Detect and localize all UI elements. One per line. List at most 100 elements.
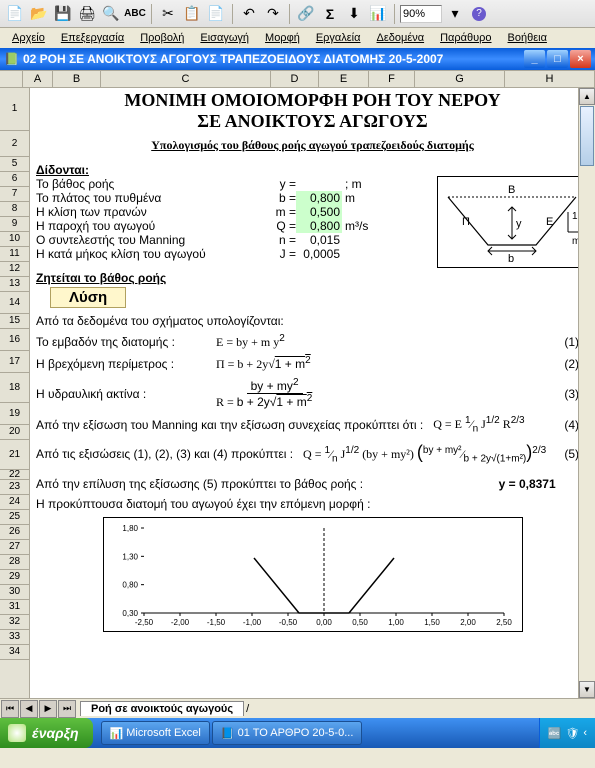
row-header[interactable]: 32 <box>0 615 29 630</box>
col-header[interactable]: A <box>23 71 53 87</box>
row-header[interactable]: 9 <box>0 217 29 232</box>
menu-help[interactable]: Βοήθεια <box>500 30 555 46</box>
link-icon[interactable]: 🔗 <box>295 3 317 25</box>
menu-window[interactable]: Παράθυρο <box>432 30 499 46</box>
help-icon[interactable]: ? <box>472 7 486 21</box>
task-excel[interactable]: 📊 Microsoft Excel <box>101 721 210 745</box>
row-header[interactable]: 7 <box>0 187 29 202</box>
undo-icon[interactable]: ↶ <box>238 3 260 25</box>
row-header[interactable]: 10 <box>0 232 29 247</box>
col-header[interactable]: G <box>415 71 505 87</box>
row-header[interactable]: 22 <box>0 470 29 480</box>
redo-icon[interactable]: ↷ <box>262 3 284 25</box>
row-header[interactable]: 34 <box>0 645 29 660</box>
svg-text:2,00: 2,00 <box>460 618 476 627</box>
calc-header: Από τα δεδομένα του σχήματος υπολογίζοντ… <box>36 314 589 328</box>
given-header: Δίδονται: <box>36 163 589 177</box>
menu-data[interactable]: Δεδομένα <box>369 30 433 46</box>
chart-icon[interactable]: 📊 <box>367 3 389 25</box>
close-button[interactable]: × <box>570 50 591 68</box>
tab-next-icon[interactable]: ▶ <box>39 700 57 718</box>
tray-lang-icon[interactable]: 🔤 <box>548 727 562 740</box>
svg-text:1,30: 1,30 <box>122 552 138 561</box>
row-header[interactable]: 2 <box>0 131 29 157</box>
open-icon[interactable]: 📂 <box>28 3 50 25</box>
sort-icon[interactable]: ⬇ <box>343 3 365 25</box>
row-header[interactable]: 15 <box>0 314 29 329</box>
row-header[interactable]: 13 <box>0 277 29 292</box>
scroll-thumb[interactable] <box>580 106 594 166</box>
paste-icon[interactable]: 📄 <box>205 3 227 25</box>
svg-text:-2,50: -2,50 <box>134 618 153 627</box>
system-tray[interactable]: 🔤 🛡 ‹ <box>539 718 595 748</box>
svg-text:1,00: 1,00 <box>388 618 404 627</box>
vertical-scrollbar[interactable]: ▲ ▼ <box>578 88 595 698</box>
row-header[interactable]: 16 <box>0 329 29 351</box>
tab-first-icon[interactable]: ⏮ <box>1 700 19 718</box>
spellcheck-icon[interactable]: ABC <box>124 3 146 25</box>
row-header[interactable]: 21 <box>0 440 29 470</box>
row-header[interactable]: 11 <box>0 247 29 262</box>
col-header[interactable]: D <box>271 71 319 87</box>
svg-text:Π: Π <box>462 216 470 228</box>
row-header[interactable]: 6 <box>0 172 29 187</box>
svg-text:B: B <box>508 184 515 196</box>
row-header[interactable]: 20 <box>0 425 29 440</box>
svg-text:1,80: 1,80 <box>122 524 138 533</box>
row-header[interactable]: 31 <box>0 600 29 615</box>
row-header[interactable]: 18 <box>0 373 29 403</box>
row-header[interactable]: 28 <box>0 555 29 570</box>
task-word[interactable]: 📘 01 ΤΟ ΑΡΘΡΟ 20-5-0... <box>212 721 362 745</box>
preview-icon[interactable]: 🔍 <box>100 3 122 25</box>
maximize-button[interactable]: □ <box>547 50 568 68</box>
scroll-down-icon[interactable]: ▼ <box>579 681 595 698</box>
row-header[interactable]: 27 <box>0 540 29 555</box>
col-header[interactable]: H <box>505 71 595 87</box>
scroll-up-icon[interactable]: ▲ <box>579 88 595 105</box>
row-header[interactable]: 12 <box>0 262 29 277</box>
new-icon[interactable]: 📄 <box>4 3 26 25</box>
tab-last-icon[interactable]: ⏭ <box>58 700 76 718</box>
copy-icon[interactable]: 📋 <box>181 3 203 25</box>
minimize-button[interactable]: _ <box>524 50 545 68</box>
row-header[interactable]: 23 <box>0 480 29 495</box>
menu-format[interactable]: Μορφή <box>257 30 308 46</box>
row-header[interactable]: 1 <box>0 88 29 131</box>
start-button[interactable]: έναρξη <box>0 718 93 748</box>
print-icon[interactable]: 🖨 <box>76 3 98 25</box>
row-header[interactable]: 14 <box>0 292 29 314</box>
col-header[interactable]: F <box>369 71 415 87</box>
row-header[interactable]: 19 <box>0 403 29 425</box>
row-header[interactable]: 33 <box>0 630 29 645</box>
menu-tools[interactable]: Εργαλεία <box>308 30 369 46</box>
cut-icon[interactable]: ✂ <box>157 3 179 25</box>
svg-text:1,50: 1,50 <box>424 618 440 627</box>
sheet-tab[interactable]: Ροή σε ανοικτούς αγωγούς <box>80 701 244 716</box>
tray-chevron-icon[interactable]: ‹ <box>583 727 587 739</box>
row-header[interactable]: 5 <box>0 157 29 172</box>
row-header[interactable]: 25 <box>0 510 29 525</box>
row-header[interactable]: 30 <box>0 585 29 600</box>
select-all-corner[interactable] <box>0 71 23 87</box>
menu-view[interactable]: Προβολή <box>132 30 192 46</box>
menu-edit[interactable]: Επεξεργασία <box>53 30 132 46</box>
row-header[interactable]: 26 <box>0 525 29 540</box>
row-header[interactable]: 17 <box>0 351 29 373</box>
tray-shield-icon[interactable]: 🛡 <box>565 727 579 740</box>
tab-prev-icon[interactable]: ◀ <box>20 700 38 718</box>
solve-button[interactable]: Λύση <box>50 287 126 308</box>
row-header[interactable]: 24 <box>0 495 29 510</box>
cells-area[interactable]: ΜΟΝΙΜΗ ΟΜΟΙΟΜΟΡΦΗ ΡΟΗ ΤΟΥ ΝΕΡΟΥ ΣΕ ΑΝΟΙΚ… <box>30 88 595 698</box>
save-icon[interactable]: 💾 <box>52 3 74 25</box>
menu-file[interactable]: Αρχείο <box>4 30 53 46</box>
col-header[interactable]: B <box>53 71 101 87</box>
col-header[interactable]: C <box>101 71 271 87</box>
row-header[interactable]: 29 <box>0 570 29 585</box>
sum-icon[interactable]: Σ <box>319 3 341 25</box>
result-text: Από την επίλυση της εξίσωσης (5) προκύπτ… <box>36 477 363 491</box>
row-header[interactable]: 8 <box>0 202 29 217</box>
col-header[interactable]: E <box>319 71 369 87</box>
help-dropdown-icon[interactable]: ▾ <box>444 3 466 25</box>
menu-insert[interactable]: Εισαγωγή <box>192 30 257 46</box>
zoom-input[interactable] <box>400 5 442 23</box>
